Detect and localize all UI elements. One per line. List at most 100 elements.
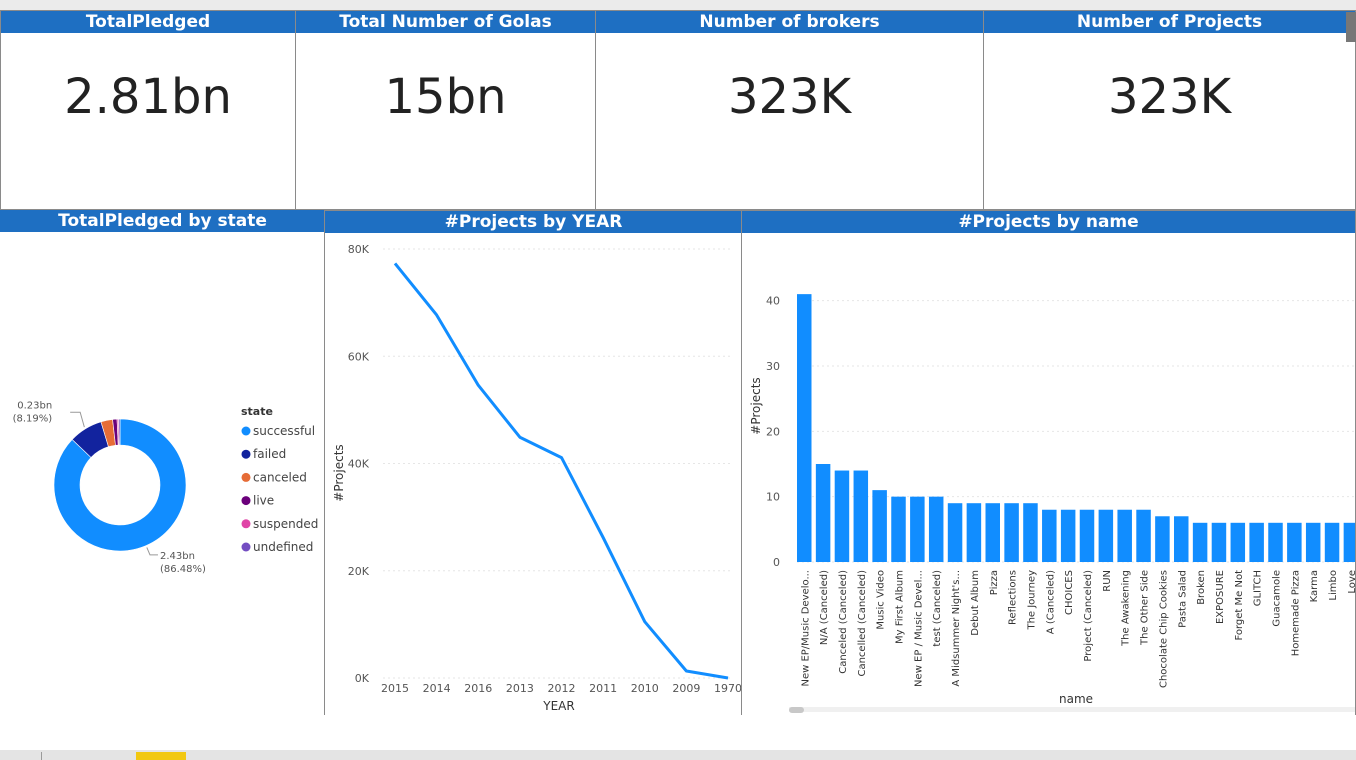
x-tick-label: My First Album (895, 570, 906, 644)
kpi-title: Number of brokers (596, 11, 983, 33)
legend-item-suspended: suspended (253, 517, 318, 531)
bar (815, 464, 831, 562)
x-tick-label: 2012 (548, 682, 576, 695)
y-tick-label: 20K (348, 565, 370, 578)
bar (1268, 522, 1283, 562)
bar (872, 490, 887, 562)
legend-item-failed: failed (253, 447, 286, 461)
page-tab-active[interactable] (136, 752, 186, 760)
x-tick-label: Pizza (989, 570, 1000, 595)
bar (1324, 522, 1340, 562)
legend-marker-failed (241, 449, 251, 459)
x-tick-label: The Other Side (1140, 570, 1151, 646)
donut-data-label: 0.23bn (17, 400, 52, 411)
donut-slice-successful (53, 418, 187, 552)
series-line (393, 262, 729, 680)
x-tick-label: 2013 (506, 682, 534, 695)
chart-title: #Projects by name (742, 211, 1355, 233)
x-tick-label: 2010 (631, 682, 659, 695)
x-tick-label: A Midsummer Night's... (951, 570, 962, 687)
bar (1023, 503, 1038, 562)
x-tick-label: CHOICES (1064, 570, 1075, 615)
line-chart: 0K 20K 40K 60K 80K 2015 2014 2016 2013 2012 2011 20… (332, 243, 742, 713)
kpi-value: 15bn (384, 69, 507, 125)
x-tick-label: N/A (Canceled) (819, 570, 830, 645)
bar (910, 496, 925, 562)
kpi-title: Total Number of Golas (296, 11, 595, 33)
kpi-card-projects: Number of Projects 323K (983, 10, 1356, 210)
donut-data-label: (86.48%) (160, 564, 206, 575)
page-tab-strip (0, 750, 1356, 760)
y-axis-title: #Projects (332, 444, 346, 501)
scrollbar-thumb[interactable] (789, 707, 804, 713)
legend-title: state (241, 405, 273, 418)
kpi-value: 2.81bn (64, 69, 232, 125)
kpi-value: 323K (1107, 69, 1232, 125)
bar (1042, 509, 1057, 562)
x-tick-label: The Journey (1026, 570, 1037, 631)
bar (928, 496, 944, 562)
bar (947, 503, 963, 562)
donut-leader-line (70, 411, 85, 428)
horizontal-scrollbar[interactable] (789, 707, 1355, 712)
legend-marker-suspended (241, 519, 251, 529)
x-tick-label: 2016 (464, 682, 492, 695)
kpi-card-brokers: Number of brokers 323K (595, 10, 984, 210)
legend-item-canceled: canceled (253, 470, 307, 484)
legend-marker-live (241, 496, 251, 506)
donut-data-label: 2.43bn (160, 551, 195, 562)
x-tick-label: Forget Me Not (1234, 570, 1245, 641)
x-tick-label: Chocolate Chip Cookies (1158, 570, 1169, 688)
x-tick-label: 2015 (381, 682, 409, 695)
x-tick-label: Broken (1196, 570, 1207, 605)
x-tick-label: Limbo (1328, 570, 1339, 601)
x-tick-label: Pasta Salad (1177, 570, 1188, 628)
bar (1117, 509, 1132, 562)
bar-chart: 0 10 20 30 40 New EP/Music Develo... N/A (Canc… (749, 294, 1355, 713)
x-tick-label: GLITCH (1253, 570, 1264, 606)
bar (1136, 509, 1151, 562)
y-tick-label: 80K (348, 243, 370, 256)
x-tick-label: Homemade Pizza (1290, 570, 1301, 656)
bar (1305, 522, 1321, 562)
kpi-card-total-pledged: TotalPledged 2.81bn (0, 10, 296, 210)
legend-item-successful: successful (253, 424, 315, 438)
kpi-card-total-goals: Total Number of Golas 15bn (295, 10, 596, 210)
x-tick-label: 2011 (589, 682, 617, 695)
x-tick-label: New EP / Music Devel... (913, 570, 924, 687)
bar (1192, 522, 1208, 562)
x-tick-label: 2014 (423, 682, 451, 695)
bar (1249, 522, 1264, 562)
bar (985, 503, 1000, 562)
x-tick-label: Guacamole (1272, 570, 1283, 627)
donut-chart: 0.23bn (8.19%) 2.43bn (86.48%) state successf… (13, 400, 319, 575)
donut-slice-undefined (118, 418, 121, 446)
y-tick-label: 0K (355, 672, 370, 685)
kpi-title: Number of Projects (984, 11, 1355, 33)
x-tick-label: RUN (1102, 570, 1113, 592)
chart-title: TotalPledged by state (0, 210, 325, 232)
bar (1004, 503, 1019, 562)
y-tick-label: 10 (766, 491, 780, 504)
legend-marker-canceled (241, 472, 251, 482)
x-tick-label: Reflections (1008, 570, 1019, 625)
y-tick-label: 60K (348, 350, 370, 363)
x-tick-label: A (Canceled) (1045, 570, 1056, 634)
y-tick-label: 40 (766, 295, 780, 308)
page-scrollbar[interactable] (1346, 12, 1356, 42)
donut-data-label: (8.19%) (13, 413, 53, 424)
y-tick-label: 20 (766, 425, 780, 438)
kpi-title: TotalPledged (1, 11, 295, 33)
x-tick-label: EXPOSURE (1215, 570, 1226, 624)
x-tick-label: Debut Album (970, 570, 981, 636)
kpi-value: 323K (727, 69, 852, 125)
legend-marker-successful (241, 426, 251, 436)
bar (1287, 522, 1302, 562)
y-axis-title: #Projects (749, 377, 763, 434)
y-tick-label: 0 (773, 556, 780, 569)
legend-item-live: live (253, 494, 274, 508)
bar (1343, 522, 1355, 562)
donut-leader-line (146, 547, 158, 556)
bar (1230, 522, 1246, 562)
x-axis-title: YEAR (542, 699, 574, 713)
